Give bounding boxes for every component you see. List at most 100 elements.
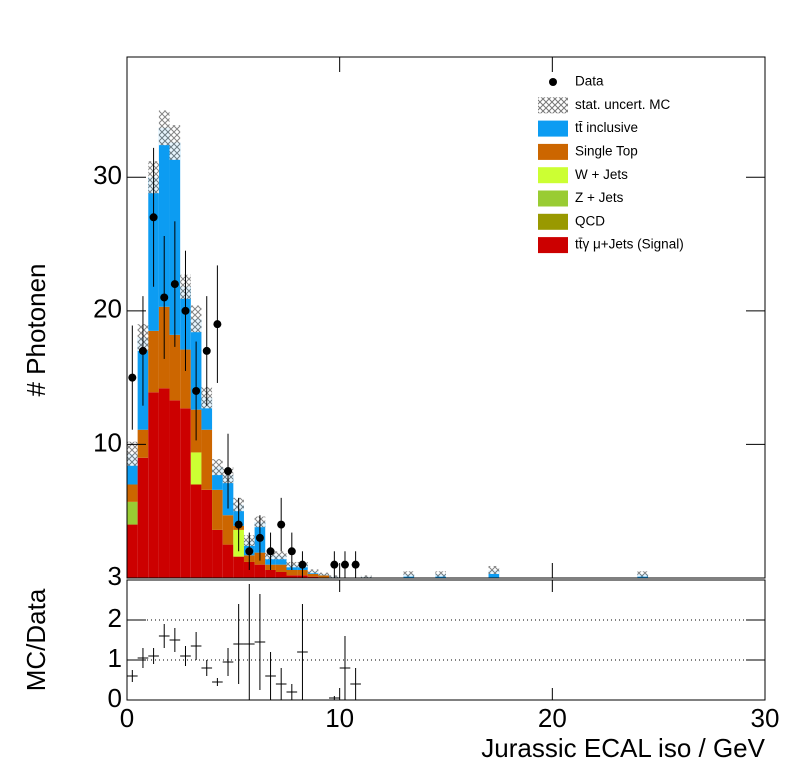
- data-point: [266, 547, 275, 556]
- data-point: [255, 533, 264, 542]
- data-point: [277, 520, 286, 529]
- plot-frame: [126, 56, 766, 579]
- legend-marker: [549, 78, 557, 86]
- histogram-segment: [275, 564, 287, 572]
- histogram-segment: [307, 573, 319, 577]
- histogram-segment: [307, 576, 319, 578]
- legend-label: QCD: [575, 213, 605, 228]
- data-point: [245, 547, 254, 556]
- ratio-tick-label: 2: [108, 603, 122, 633]
- legend-label: Single Top: [575, 143, 638, 158]
- data-point: [224, 467, 233, 476]
- legend-label: tt̄ inclusive: [575, 120, 638, 135]
- uncertainty-band: [637, 571, 649, 577]
- histogram-segment: [169, 334, 181, 401]
- data-point: [138, 346, 147, 355]
- legend-swatch: [538, 120, 568, 137]
- uncertainty-band: [318, 572, 330, 576]
- ratio-plot: [127, 584, 765, 700]
- legend-swatch: [538, 190, 568, 207]
- data-point: [330, 560, 339, 569]
- histogram-segment: [190, 484, 202, 578]
- histogram-segment: [148, 330, 159, 393]
- legend-label: stat. uncert. MC: [575, 97, 671, 112]
- ratio-axis-title: MC/Data: [21, 588, 51, 691]
- x-tick-label: 10: [325, 703, 354, 733]
- histogram-segment: [275, 571, 287, 578]
- histogram-segment: [233, 556, 244, 578]
- data-point: [170, 280, 179, 289]
- uncertainty-band: [169, 125, 181, 160]
- data-point: [213, 320, 222, 329]
- histogram-segment: [127, 453, 138, 485]
- histogram-segment: [201, 429, 213, 490]
- y-tick-label: 3: [108, 561, 122, 591]
- data-point: [340, 560, 349, 569]
- legend-swatch: [538, 143, 568, 160]
- data-point: [149, 213, 158, 222]
- histogram-segment: [158, 127, 170, 307]
- legend-label: Z + Jets: [575, 190, 624, 205]
- legend-swatch: [538, 97, 568, 114]
- legend-label: tt̄γ μ+Jets (Signal): [575, 237, 684, 252]
- histogram-segment: [212, 467, 223, 490]
- data-point: [202, 346, 211, 355]
- data-point: [128, 373, 137, 382]
- data-point: [181, 306, 190, 315]
- histogram-segment: [127, 524, 138, 578]
- data-point: [287, 547, 296, 556]
- legend-swatch: [538, 167, 568, 184]
- histogram-segment: [137, 429, 149, 458]
- legend-label: W + Jets: [575, 167, 628, 182]
- x-axis-title: Jurassic ECAL iso / GeV: [481, 733, 765, 763]
- histogram-segment: [222, 515, 234, 545]
- uncertainty-band: [488, 565, 500, 574]
- histogram-segment: [222, 544, 234, 578]
- uncertainty-band: [127, 441, 138, 466]
- legend-swatch: [538, 237, 568, 254]
- histogram-segment: [318, 575, 330, 578]
- uncertainty-band: [275, 551, 287, 560]
- histogram-segment: [190, 452, 202, 485]
- histogram-segment: [169, 400, 181, 578]
- x-tick-label: 30: [751, 703, 780, 733]
- data-point: [160, 293, 169, 302]
- histogram-segment: [212, 529, 223, 578]
- data-point: [351, 560, 360, 569]
- histogram-segment: [127, 501, 138, 525]
- uncertainty-band: [360, 575, 372, 578]
- legend-label: Data: [575, 74, 604, 89]
- histogram-segment: [265, 569, 276, 578]
- uncertainty-band: [435, 571, 446, 577]
- x-tick-label: 0: [120, 703, 134, 733]
- uncertainty-band: [212, 459, 223, 476]
- uncertainty-band: [307, 569, 319, 574]
- ratio-frame: [126, 579, 766, 701]
- histogram-segment: [127, 484, 138, 502]
- histogram-segment: [180, 349, 191, 409]
- uncertainty-band: [158, 110, 170, 146]
- ratio-tick-label: 0: [108, 683, 122, 713]
- data-point: [192, 386, 201, 395]
- uncertainty-band: [190, 305, 202, 333]
- y-tick-label: 10: [93, 427, 122, 457]
- histogram-segment: [180, 408, 191, 578]
- data-point: [298, 560, 307, 569]
- y-tick-label: 20: [93, 294, 122, 324]
- uncertainty-band: [403, 571, 415, 577]
- x-tick-label: 20: [538, 703, 567, 733]
- histogram-segment: [137, 457, 149, 578]
- y-tick-label: 30: [93, 160, 122, 190]
- histogram-segment: [275, 555, 287, 565]
- histogram-segment: [254, 564, 266, 578]
- histogram-segment: [212, 489, 223, 530]
- histogram-segment: [201, 397, 213, 430]
- y-axis-title: # Photonen: [21, 263, 51, 396]
- histogram-segment: [158, 388, 170, 578]
- histogram-segment: [148, 392, 159, 578]
- main-plot: [127, 110, 649, 578]
- histogram-segment: [286, 575, 298, 578]
- histogram-segment: [201, 489, 213, 578]
- legend-swatch: [538, 213, 568, 230]
